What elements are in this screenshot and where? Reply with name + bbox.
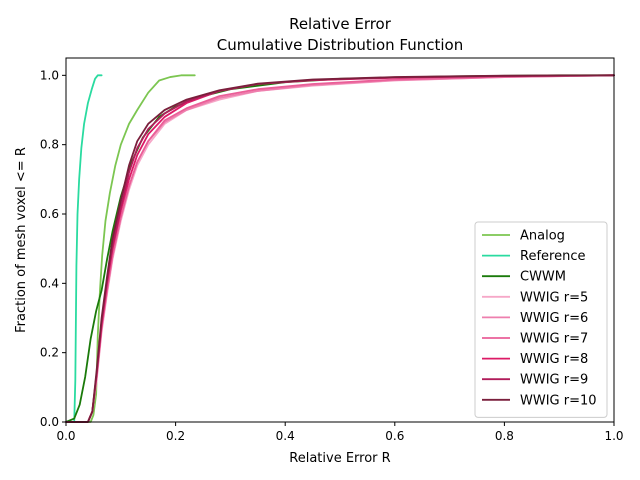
series-layer xyxy=(65,74,615,423)
y-axis-label: Fraction of mesh voxel <= R xyxy=(14,147,29,333)
legend-label: Reference xyxy=(520,249,585,264)
legend-label: WWIG r=9 xyxy=(520,373,588,388)
chart-title: Relative Error xyxy=(289,15,392,33)
x-tick-label: 0.8 xyxy=(495,429,514,443)
legend-label: CWWM xyxy=(520,270,566,285)
x-tick-label: 0.4 xyxy=(276,429,295,443)
x-tick-label: 0.0 xyxy=(56,429,75,443)
chart-subtitle: Cumulative Distribution Function xyxy=(217,36,463,54)
legend: Analog Reference CWWM WWIG r=5 WWIG r=6 WWIG … xyxy=(474,221,608,418)
x-axis-ticks: 0.0 0.2 0.4 0.6 0.8 1.0 xyxy=(56,422,624,443)
legend-label: WWIG r=5 xyxy=(520,290,588,305)
legend-label: WWIG r=7 xyxy=(520,332,588,347)
legend-label: WWIG r=6 xyxy=(520,311,588,326)
legend-label: WWIG r=8 xyxy=(520,352,588,367)
y-tick-label: 0.4 xyxy=(40,276,59,290)
x-tick-label: 1.0 xyxy=(604,429,623,443)
series-line-0 xyxy=(65,74,196,423)
y-tick-label: 1.0 xyxy=(40,68,59,82)
y-axis-ticks: 0.0 0.2 0.4 0.6 0.8 1.0 xyxy=(40,68,66,429)
x-tick-label: 0.6 xyxy=(385,429,404,443)
legend-box xyxy=(474,221,608,418)
plot-frame xyxy=(65,57,615,423)
series-line-1 xyxy=(65,74,103,423)
y-tick-label: 0.0 xyxy=(40,415,59,429)
y-tick-label: 0.2 xyxy=(40,346,59,360)
y-tick-label: 0.6 xyxy=(40,207,59,221)
x-axis-label: Relative Error R xyxy=(289,451,390,466)
y-tick-label: 0.8 xyxy=(40,138,59,152)
legend-label: Analog xyxy=(520,229,565,244)
series-line-8 xyxy=(65,74,615,423)
x-tick-label: 0.2 xyxy=(166,429,185,443)
legend-label: WWIG r=10 xyxy=(520,393,597,408)
